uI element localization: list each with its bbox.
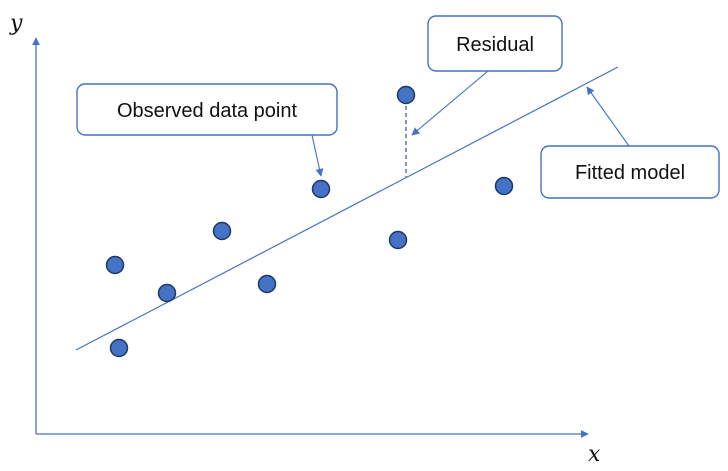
fitted-model-line bbox=[75, 66, 619, 351]
data-point bbox=[311, 179, 331, 199]
data-points bbox=[105, 85, 514, 358]
fitted-model-callout: Fitted model bbox=[540, 145, 720, 199]
data-point bbox=[212, 221, 232, 241]
residual-pointer-arrow bbox=[411, 70, 489, 136]
data-point bbox=[388, 230, 408, 250]
data-point bbox=[257, 274, 277, 294]
residual-callout-box bbox=[427, 15, 563, 72]
data-point bbox=[105, 255, 125, 275]
data-point bbox=[157, 283, 177, 303]
x-axis-label: x bbox=[588, 442, 601, 467]
data-point bbox=[396, 85, 416, 105]
fitted-callout-label: Fitted model bbox=[575, 162, 685, 184]
observed-callout-label: Observed data point bbox=[117, 100, 298, 122]
observed-pointer-arrow bbox=[311, 134, 324, 177]
data-point bbox=[109, 338, 129, 358]
residual-callout-label: Residual bbox=[456, 34, 534, 56]
fitted-pointer-arrow bbox=[586, 86, 630, 147]
data-point bbox=[494, 176, 514, 196]
observed-data-point-callout: Observed data point bbox=[76, 83, 338, 136]
observed-callout-box bbox=[76, 83, 338, 136]
fitted-callout-box bbox=[540, 145, 720, 199]
y-axis-label: y bbox=[9, 11, 23, 36]
residual-callout: Residual bbox=[427, 15, 563, 72]
